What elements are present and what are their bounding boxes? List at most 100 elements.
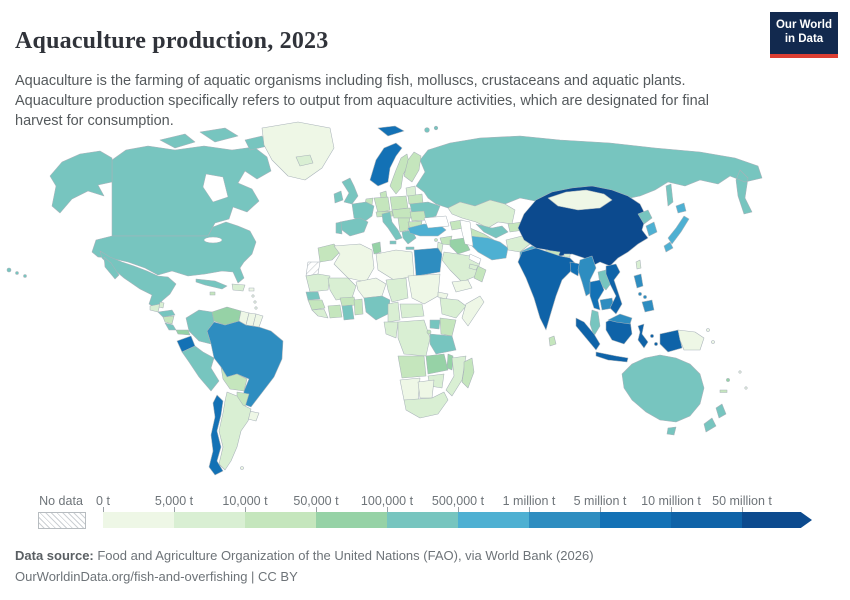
country-iceland[interactable] [295,154,314,167]
country-chad[interactable] [385,277,409,303]
country-taiwan[interactable] [635,259,642,270]
country-russia[interactable] [415,135,763,215]
country-tanzania[interactable] [429,333,457,355]
country-indonesia-sulawesi[interactable] [637,323,649,349]
legend-bin-7[interactable] [600,512,671,528]
country-zambia[interactable] [425,353,449,375]
legend-bin-4[interactable] [387,512,458,528]
country-uganda[interactable] [429,319,441,330]
country-mozambique[interactable] [445,355,467,397]
country-crete[interactable] [405,246,415,250]
legend-bin-3[interactable] [316,512,387,528]
country-indonesia-moluccas[interactable] [654,342,658,346]
country-mauritania[interactable] [305,273,331,293]
country-libya[interactable] [375,249,415,281]
country-greenland[interactable] [261,121,335,181]
country-uk[interactable] [341,177,359,205]
country-sicily[interactable] [389,240,397,245]
country-franz-josef[interactable] [433,125,439,131]
country-morocco[interactable] [317,243,341,263]
country-antilles[interactable] [254,306,258,310]
country-senegal[interactable] [305,291,321,301]
country-north-korea[interactable] [637,209,653,225]
country-czech-hungary[interactable] [391,207,412,219]
country-indonesia-sumatra[interactable] [575,317,601,351]
country-belarus[interactable] [407,193,424,205]
country-yemen[interactable] [451,279,473,293]
country-panama[interactable] [175,329,191,336]
country-uzbekistan[interactable] [475,223,509,239]
country-car[interactable] [399,303,425,319]
country-togo-benin[interactable] [353,298,364,316]
country-svalbard[interactable] [377,125,405,137]
country-hispaniola[interactable] [231,283,246,292]
country-costa-rica[interactable] [164,322,177,331]
country-finland[interactable] [403,151,422,183]
country-french-guiana[interactable] [252,313,264,328]
country-iran[interactable] [469,235,509,261]
country-botswana[interactable] [417,379,435,399]
country-baltics[interactable] [405,185,417,197]
country-australia[interactable] [621,354,705,423]
country-sierra-leone[interactable] [311,308,329,319]
license-line[interactable]: OurWorldinData.org/fish-and-overfishing … [15,568,298,584]
country-philippines[interactable] [641,299,655,313]
country-china[interactable] [517,185,649,267]
country-antilles[interactable] [251,294,255,298]
legend-bin-8[interactable] [671,512,742,528]
country-poland[interactable] [389,195,409,211]
country-nigeria[interactable] [363,295,391,321]
country-ethiopia[interactable] [439,297,467,319]
legend-bin-0[interactable] [103,512,174,528]
country-falklands[interactable] [240,466,244,470]
legend-bin-6[interactable] [529,512,600,528]
country-cyprus[interactable] [434,238,438,242]
country-philippines[interactable] [638,292,642,296]
country-new-caledonia[interactable] [719,389,728,393]
country-hawaii[interactable] [15,271,19,275]
country-canada-arctic[interactable] [159,133,196,149]
country-niger[interactable] [355,277,387,299]
country-oman[interactable] [473,265,487,283]
country-png-islands[interactable] [706,328,710,332]
country-ireland[interactable] [333,190,344,204]
country-belize[interactable] [158,301,165,309]
country-antilles[interactable] [253,300,257,304]
country-gabon-congo[interactable] [383,321,399,339]
legend-no-data-swatch[interactable] [38,512,86,529]
country-canada[interactable] [111,145,272,237]
country-pacific-isles[interactable] [744,386,748,390]
country-algeria[interactable] [333,243,375,283]
country-vietnam[interactable] [605,263,623,315]
country-canada-arctic[interactable] [199,127,239,143]
country-germany[interactable] [373,196,391,214]
country-png-islands[interactable] [711,340,715,344]
country-malaysia[interactable] [589,309,601,337]
country-mongolia[interactable] [547,189,613,211]
country-new-zealand[interactable] [703,417,717,433]
country-tasmania[interactable] [666,426,677,436]
country-fiji[interactable] [726,378,730,382]
country-bhutan[interactable] [563,253,571,258]
country-eritrea[interactable] [437,291,449,300]
legend-bin-9[interactable] [742,512,812,528]
legend-bin-5[interactable] [458,512,529,528]
country-japan[interactable] [667,215,690,245]
country-romania[interactable] [409,210,427,222]
country-madagascar[interactable] [461,357,475,389]
country-egypt[interactable] [413,247,443,277]
country-rwanda-burundi[interactable] [426,329,432,335]
country-peru[interactable] [181,345,220,392]
legend-bin-2[interactable] [245,512,316,528]
country-sri-lanka[interactable] [548,335,557,347]
country-guinea[interactable] [307,299,326,311]
country-tunisia[interactable] [371,241,382,255]
country-japan[interactable] [663,241,674,253]
country-italy[interactable] [381,211,403,241]
country-honduras[interactable] [157,309,176,318]
country-papua-new-guinea[interactable] [677,329,705,351]
country-somalia[interactable] [461,295,485,327]
country-south-korea[interactable] [645,221,658,237]
country-hawaii[interactable] [6,267,12,273]
country-balkans[interactable] [397,217,411,233]
